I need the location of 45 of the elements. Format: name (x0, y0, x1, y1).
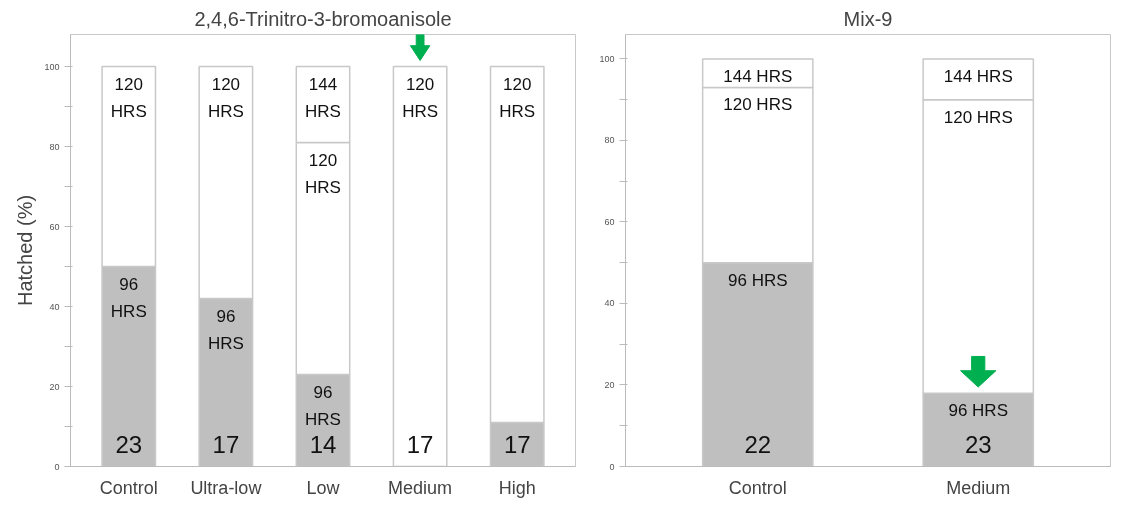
annotation: 96 HRS (207, 306, 244, 354)
annotation: 120 HRS (723, 95, 793, 115)
chart-title: 2,4,6-Trinitro-3-bromoanisole (194, 7, 452, 30)
y-tick-label: 20 (604, 379, 615, 390)
x-tick-label: High (498, 477, 536, 498)
y-axis-title: Hatched (%) (14, 194, 37, 307)
annotation: 120 HRS (402, 74, 439, 122)
annotation: 17 (503, 430, 531, 458)
annotation: 144 HRS (305, 74, 341, 122)
y-tick-label: 80 (604, 135, 615, 146)
y-tick-label: 0 (54, 461, 60, 472)
y-tick-label: 20 (49, 381, 60, 392)
chart-title: Mix-9 (843, 7, 893, 30)
x-tick-label: Ultra-low (190, 477, 263, 498)
bar (392, 65, 448, 467)
y-tick-label: 40 (604, 298, 615, 309)
annotation: 17 (212, 430, 240, 458)
y-tick-label: 40 (49, 301, 60, 312)
annotation: 96 HRS (305, 382, 341, 430)
annotation: 17 (406, 430, 434, 458)
y-tick-label: 60 (604, 216, 615, 227)
annotation: 120 HRS (110, 74, 147, 122)
y-tick-label: 60 (49, 221, 60, 232)
annotation: 120 HRS (499, 74, 536, 122)
y-tick-label: 0 (609, 461, 615, 472)
annotation: 96 HRS (728, 270, 788, 290)
annotation: 120 HRS (207, 74, 244, 122)
annotation: 96 HRS (948, 401, 1008, 421)
annotation: 144 HRS (723, 66, 793, 86)
y-tick-label: 80 (49, 141, 60, 152)
annotation: 14 (309, 430, 337, 458)
annotation: 23 (115, 430, 143, 458)
annotation: 23 (964, 430, 992, 458)
annotation: 120 HRS (305, 150, 341, 198)
annotation: 22 (744, 430, 772, 458)
x-tick-label: Control (99, 477, 158, 498)
annotation: 144 HRS (943, 66, 1013, 86)
annotation: 96 HRS (110, 274, 147, 322)
annotation: 120 HRS (943, 107, 1013, 127)
y-tick-label: 100 (599, 53, 615, 64)
x-tick-label: Medium (946, 477, 1011, 498)
y-tick-label: 100 (44, 61, 60, 72)
x-tick-label: Medium (388, 477, 453, 498)
x-tick-label: Control (728, 477, 787, 498)
x-tick-label: Low (306, 477, 341, 498)
